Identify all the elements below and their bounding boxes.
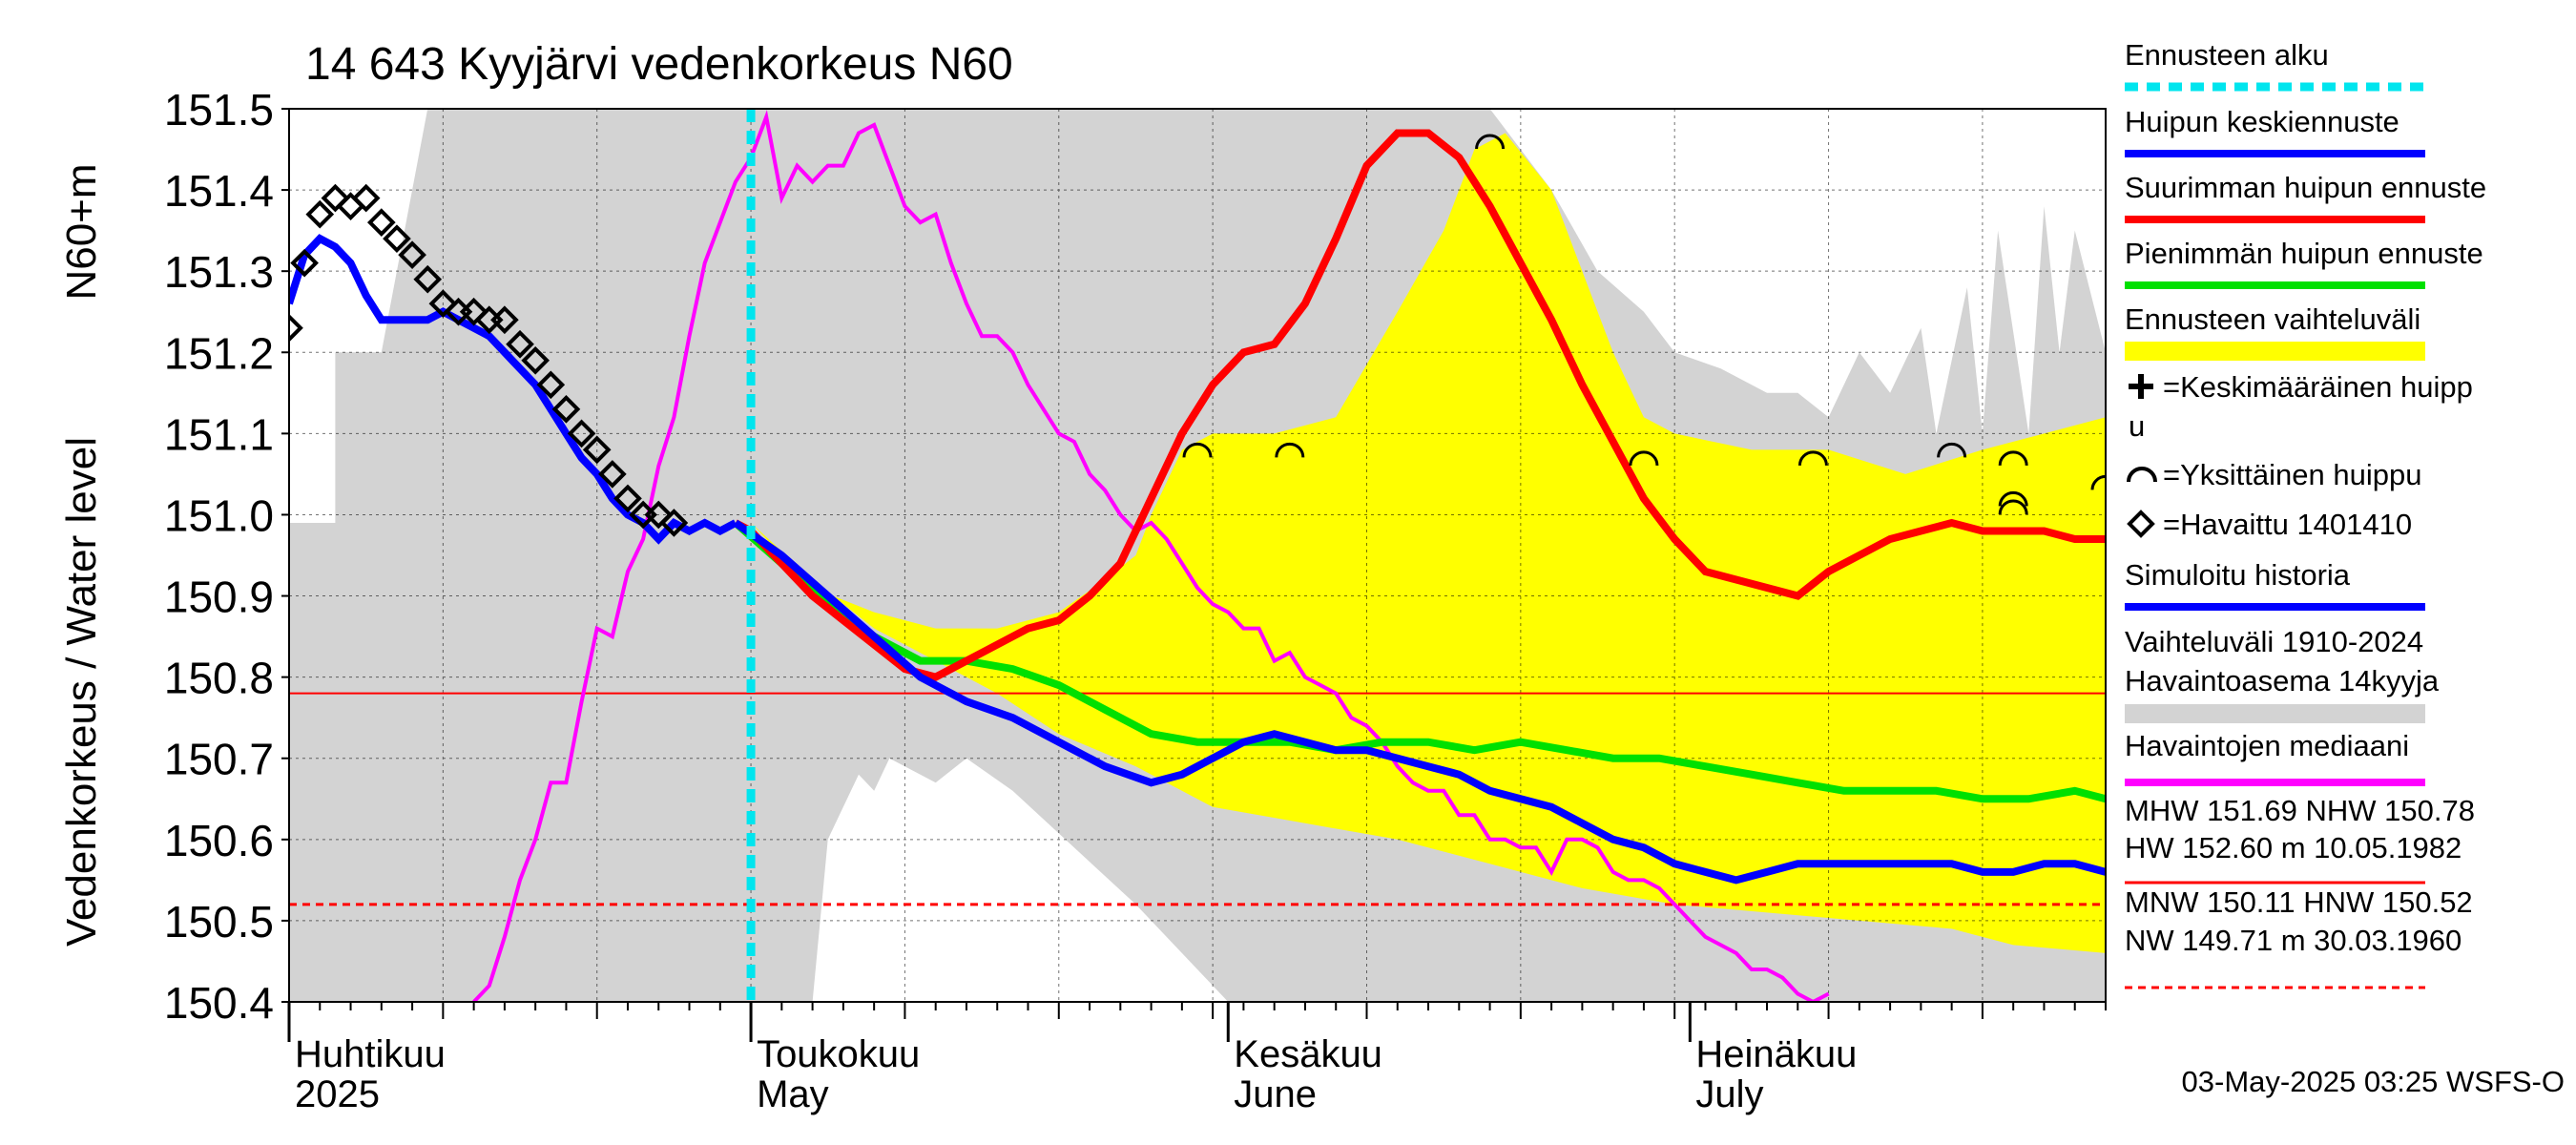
y-tick-label: 151.0 (164, 490, 274, 540)
forecast-range-band (751, 133, 2106, 953)
observed-point (598, 460, 627, 489)
legend-label: =Yksittäinen huippu (2163, 458, 2421, 491)
history-range-gap (827, 822, 1229, 1002)
single-peak-marker (1182, 442, 1213, 458)
legend-label-line2: Havaintoasema 14kyyja (2125, 664, 2440, 697)
single-peak-marker (1797, 450, 1828, 467)
observed-point (551, 395, 581, 424)
legend-label: MHW 151.69 NHW 150.78 (2125, 794, 2475, 827)
observed-point (582, 435, 612, 465)
month-label-en: 2025 (295, 1073, 380, 1115)
mean-peak-symbol (2129, 374, 2153, 399)
median-line (472, 110, 1830, 1002)
y-tick-label: 151.2 (164, 328, 274, 378)
observed-point (490, 305, 519, 335)
y-axis-unit: N60+m (58, 163, 105, 300)
observed-point (521, 345, 550, 375)
observed-point (289, 313, 303, 343)
legend-label: Suurimman huipun ennuste (2125, 171, 2486, 204)
observed-point (413, 264, 443, 294)
y-tick-label: 151.3 (164, 247, 274, 297)
chart-title: 14 643 Kyyjärvi vedenkorkeus N60 (305, 39, 1013, 90)
legend-swatch-band (2125, 704, 2425, 723)
legend-label: Ennusteen alku (2125, 38, 2329, 72)
y-tick-label: 150.9 (164, 572, 274, 622)
single-peak-marker (1998, 450, 2028, 467)
month-label-en: June (1234, 1073, 1317, 1115)
observed-point (567, 419, 596, 448)
month-label-en: July (1695, 1073, 1763, 1115)
observed-point (459, 297, 488, 326)
legend-label: Pienimmän huipun ennuste (2125, 237, 2483, 270)
max-peak-forecast-line (734, 129, 2106, 681)
y-tick-label: 150.7 (164, 735, 274, 784)
observed-point (290, 248, 319, 278)
y-tick-label: 151.1 (164, 409, 274, 459)
observed-point (506, 329, 534, 359)
single-peak-marker (1998, 491, 2028, 507)
legend-label: MNW 150.11 HNW 150.52 (2125, 885, 2473, 919)
single-peak-marker (1475, 134, 1506, 150)
observed-point (644, 500, 674, 530)
y-axis-label: Vedenkorkeus / Water level (58, 437, 105, 947)
single-peak-symbol (2127, 467, 2157, 483)
legend-label: Huipun keskiennuste (2125, 105, 2399, 138)
observed-point (366, 208, 396, 237)
observed-point (536, 370, 566, 400)
observed-point (351, 183, 381, 213)
month-label-fi: Toukokuu (757, 1033, 920, 1075)
legend-label: =Havaittu 1401410 (2163, 508, 2412, 541)
plot-area (288, 108, 2107, 1003)
observed-point (428, 289, 458, 319)
observed-point (613, 484, 642, 513)
observed-point (336, 192, 365, 220)
y-axis: 150.4 150.5 150.6 150.7 150.8 150.9 151.0 151.1… (164, 85, 289, 1028)
month-label-en: May (757, 1073, 829, 1115)
legend-label: =Keskimääräinen huipp (2163, 370, 2473, 404)
y-tick-label: 151.5 (164, 85, 274, 135)
legend-label-line2: HW 152.60 m 10.05.1982 (2125, 831, 2462, 864)
observed-point (383, 224, 411, 253)
y-tick-label: 151.4 (164, 166, 274, 216)
legend-swatch-band (2125, 342, 2425, 361)
single-peak-marker (1275, 442, 1305, 458)
y-tick-label: 150.6 (164, 816, 274, 865)
simulated-history-line (289, 234, 737, 545)
legend-label: Vaihteluväli 1910-2024 (2125, 625, 2423, 658)
single-peak-marker (1998, 499, 2028, 515)
grid (289, 109, 2106, 1002)
y-tick-label: 150.5 (164, 897, 274, 947)
observed-point (305, 199, 335, 229)
mean-peak-forecast-line (733, 519, 2106, 885)
legend-label-line2: u (2129, 409, 2145, 443)
y-tick-label: 150.4 (164, 978, 274, 1028)
plot-frame (288, 108, 2107, 1003)
legend-label: Ennusteen vaihteluväli (2125, 302, 2420, 336)
legend: Ennusteen alku Huipun keskiennuste Suurimm… (2125, 38, 2486, 989)
single-peak-marker (1629, 450, 1659, 467)
observed-point (321, 183, 350, 213)
observed-point (398, 240, 426, 269)
month-label-fi: Kesäkuu (1234, 1033, 1382, 1075)
legend-label: Havaintojen mediaani (2125, 729, 2409, 762)
y-tick-label: 150.8 (164, 654, 274, 703)
observed-point (659, 509, 689, 537)
observed-symbol (2127, 510, 2155, 538)
month-label-fi: Huhtikuu (295, 1033, 446, 1075)
legend-label: Simuloitu historia (2125, 558, 2351, 592)
legend-label-line2: NW 149.71 m 30.03.1960 (2125, 924, 2462, 957)
footer-timestamp: 03-May-2025 03:25 WSFS-O (2182, 1065, 2565, 1098)
plot-content (289, 109, 2106, 1002)
single-peak-marker (1937, 442, 1967, 458)
month-label-fi: Heinäkuu (1695, 1033, 1857, 1075)
single-peak-marker (2090, 474, 2106, 490)
